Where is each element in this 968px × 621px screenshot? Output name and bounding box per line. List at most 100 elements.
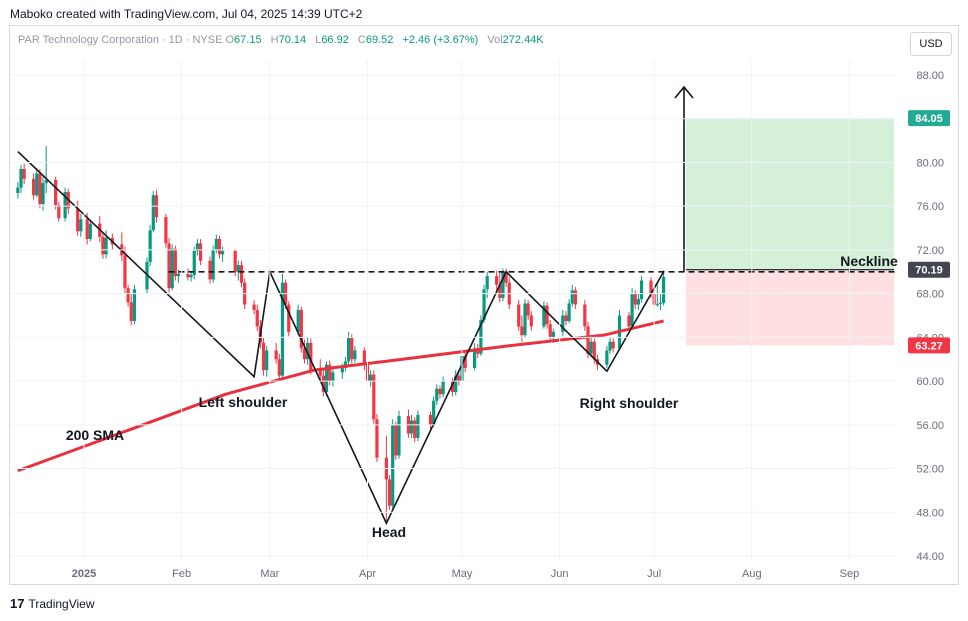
candle: [129, 293, 133, 326]
currency-button[interactable]: USD: [910, 32, 952, 56]
candle: [473, 342, 477, 371]
candle-body: [473, 348, 477, 368]
candle: [38, 169, 42, 209]
price-tag-label: 70.19: [915, 265, 943, 277]
candle-body: [265, 350, 269, 371]
candle: [406, 409, 411, 438]
candle-body: [523, 303, 527, 336]
candle: [189, 271, 193, 282]
candle: [353, 346, 357, 363]
close-value: 69.52: [365, 34, 394, 46]
candle-body: [589, 341, 593, 354]
candle: [350, 334, 354, 364]
candle: [22, 163, 26, 185]
candle-body: [321, 375, 325, 393]
price-tick-label: 60.00: [916, 376, 944, 388]
pattern-line: [17, 150, 665, 526]
candle: [639, 276, 644, 303]
symbol-name: PAR Technology Corporation · 1D · NYSE: [18, 34, 223, 46]
chart-credit: Maboko created with TradingView.com, Jul…: [10, 7, 363, 21]
candle: [655, 282, 659, 307]
candle-body: [639, 280, 644, 300]
symbol-legend: PAR Technology Corporation · 1D · NYSE O…: [18, 34, 550, 46]
price-tick-label: 68.00: [916, 289, 944, 301]
candle-body: [630, 293, 634, 327]
candle-body: [457, 375, 461, 382]
candle: [186, 268, 190, 281]
annotations: Neckline Left shoulder Head Right shoulder 2…: [66, 253, 898, 540]
candle-body: [438, 388, 442, 395]
open-value: 67.15: [234, 34, 262, 46]
annotation-label: Right shoulder: [580, 395, 679, 411]
candle-body: [211, 249, 215, 280]
candle-body: [132, 289, 136, 321]
candle-body: [495, 276, 499, 285]
price-tick-label: 52.00: [916, 464, 944, 476]
time-tick-label: Sep: [840, 568, 860, 580]
candle-body: [22, 169, 26, 179]
candle: [198, 238, 203, 266]
candle: [561, 310, 565, 337]
candle: [375, 413, 379, 462]
candle-body: [261, 342, 266, 371]
candle-body: [479, 319, 483, 354]
candle: [321, 369, 325, 397]
candle: [438, 385, 442, 399]
candle: [416, 410, 420, 442]
candle: [387, 475, 392, 511]
candle-body: [611, 341, 615, 349]
candle: [369, 370, 373, 387]
candle: [545, 302, 549, 329]
tradingview-logo: 17: [10, 596, 25, 611]
candle: [542, 301, 546, 329]
candle: [611, 338, 615, 353]
candle: [391, 419, 395, 509]
candle-body: [529, 315, 533, 327]
candle: [529, 311, 533, 331]
candle-body: [416, 414, 420, 438]
price-tag: 63.27: [908, 337, 950, 354]
candle: [413, 417, 417, 443]
candle: [211, 245, 215, 283]
candle: [132, 284, 136, 325]
candles: [16, 146, 666, 524]
candle-body: [526, 303, 530, 316]
candle-body: [151, 195, 155, 231]
candle-body: [198, 243, 203, 261]
candle-body: [551, 331, 555, 338]
candle-body: [463, 355, 467, 368]
candle: [16, 182, 20, 199]
candle: [41, 176, 45, 211]
close-label: C: [357, 34, 366, 46]
candle: [35, 167, 39, 198]
candle: [410, 414, 414, 438]
candle-body: [164, 217, 168, 244]
footer-brand: 17 TradingView: [10, 596, 95, 611]
price-tick-label: 88.00: [916, 70, 944, 82]
candle-body: [413, 420, 417, 438]
candle-body: [573, 290, 577, 305]
low-label: L: [315, 34, 322, 46]
candle-body: [328, 364, 332, 382]
candle-body: [347, 337, 351, 362]
candle-body: [104, 237, 108, 255]
candle-body: [627, 315, 631, 327]
price-tick-label: 72.00: [916, 245, 944, 257]
candle-body: [362, 350, 366, 365]
price-tag: 84.05: [908, 110, 950, 127]
time-tick-label: Jul: [647, 568, 661, 580]
volume-label: Vol: [487, 34, 503, 46]
price-tag-label: 84.05: [915, 113, 943, 125]
candle-body: [605, 350, 609, 365]
candle: [517, 300, 521, 331]
candle-body: [655, 303, 659, 305]
high-label: H: [270, 34, 279, 46]
time-tick-label: Mar: [260, 568, 279, 580]
candle: [217, 235, 222, 259]
candle-body: [41, 183, 45, 204]
candle: [19, 164, 23, 194]
arrow-head: [674, 85, 694, 99]
candle-body: [76, 208, 80, 232]
candle-body: [252, 304, 256, 311]
